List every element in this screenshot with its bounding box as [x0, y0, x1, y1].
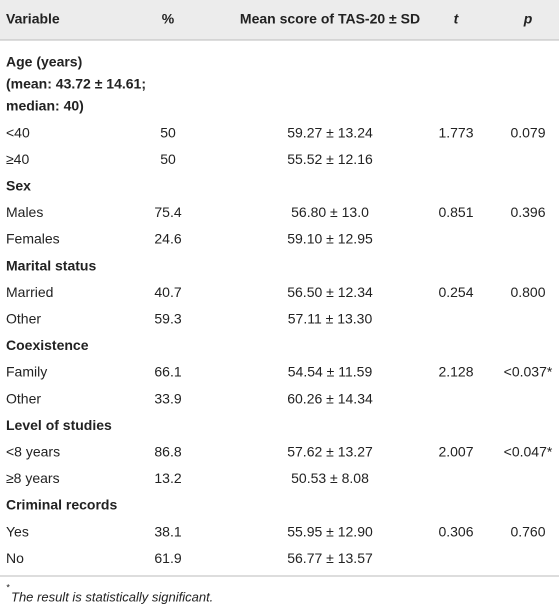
- group-title: Criminal records: [6, 497, 117, 513]
- column-header: Variable: [6, 11, 60, 27]
- column-header: t: [454, 11, 460, 27]
- cell: Females: [6, 231, 60, 247]
- group-title: Level of studies: [6, 417, 112, 433]
- group-title: Age (years): [6, 54, 82, 70]
- cell: 60.26 ± 14.34: [287, 390, 373, 406]
- cell: 2.007: [438, 444, 473, 460]
- cell: <0.037*: [504, 364, 553, 380]
- cell: 75.4: [154, 204, 181, 220]
- cell: ≥8 years: [6, 470, 60, 486]
- group-title: Marital status: [6, 257, 96, 273]
- cell: 0.079: [510, 124, 545, 140]
- cell: 61.9: [154, 550, 181, 566]
- cell: <40: [6, 124, 30, 140]
- cell: 13.2: [154, 470, 181, 486]
- cell: Other: [6, 311, 41, 327]
- cell: Yes: [6, 523, 29, 539]
- cell: 57.11 ± 13.30: [288, 311, 373, 327]
- cell: <0.047*: [504, 444, 553, 460]
- cell: 0.760: [510, 523, 545, 539]
- cell: 0.254: [438, 284, 473, 300]
- cell: Married: [6, 284, 53, 300]
- cell: 50.53 ± 8.08: [291, 470, 369, 486]
- cell: Males: [6, 204, 43, 220]
- cell: 33.9: [154, 390, 181, 406]
- cell: 50: [160, 124, 176, 140]
- cell: 56.77 ± 13.57: [287, 550, 373, 566]
- cell: 55.52 ± 12.16: [287, 151, 373, 167]
- cell: 54.54 ± 11.59: [288, 364, 373, 380]
- cell: 59.27 ± 13.24: [287, 124, 373, 140]
- cell: 1.773: [438, 124, 473, 140]
- cell: Family: [6, 364, 47, 380]
- column-header: Mean score of TAS-20 ± SD: [240, 11, 420, 27]
- cell: 24.6: [154, 231, 181, 247]
- cell: 40.7: [154, 284, 181, 300]
- cell: 56.50 ± 12.34: [287, 284, 373, 300]
- cell: 0.800: [510, 284, 545, 300]
- cell: 2.128: [438, 364, 473, 380]
- cell: 0.306: [438, 523, 473, 539]
- header-background: [0, 0, 559, 40]
- cell: ≥40: [6, 151, 29, 167]
- cell: No: [6, 550, 24, 566]
- cell: 50: [160, 151, 176, 167]
- cell: 56.80 ± 13.0: [291, 204, 369, 220]
- footnote-marker: *: [6, 582, 10, 592]
- cell: 57.62 ± 13.27: [287, 444, 373, 460]
- cell: 55.95 ± 12.90: [287, 523, 373, 539]
- group-title: median: 40): [6, 98, 84, 114]
- cell: 66.1: [154, 364, 181, 380]
- column-header: p: [523, 11, 533, 27]
- cell: <8 years: [6, 444, 60, 460]
- cell: 86.8: [154, 444, 181, 460]
- cell: 0.396: [510, 204, 545, 220]
- column-header: %: [162, 11, 175, 27]
- cell: 38.1: [154, 523, 181, 539]
- cell: 59.3: [154, 311, 181, 327]
- group-title: Coexistence: [6, 337, 89, 353]
- cell: 59.10 ± 12.95: [287, 231, 373, 247]
- cell: Other: [6, 390, 41, 406]
- footnote: The result is statistically significant.: [11, 589, 213, 604]
- group-title: (mean: 43.72 ± 14.61;: [6, 76, 146, 92]
- group-title: Sex: [6, 178, 31, 194]
- cell: 0.851: [438, 204, 473, 220]
